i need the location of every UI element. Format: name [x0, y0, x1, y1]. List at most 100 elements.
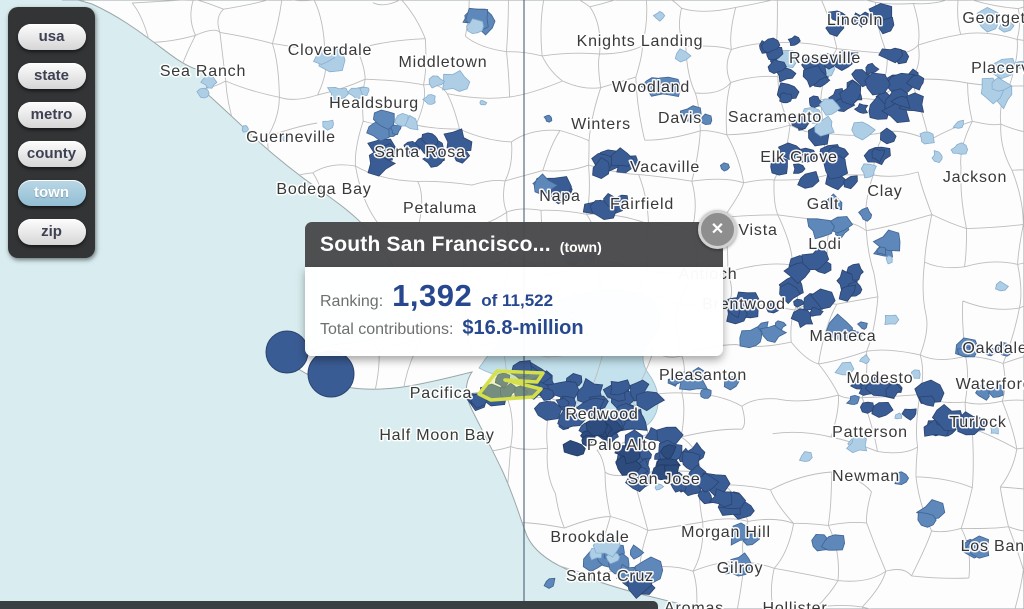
region-blob[interactable] — [860, 163, 877, 179]
region-blob[interactable] — [790, 308, 814, 329]
region-blob[interactable] — [884, 314, 900, 325]
region-blob[interactable] — [858, 207, 873, 222]
region-blob[interactable] — [787, 35, 801, 47]
region-blob[interactable] — [797, 171, 820, 189]
level-button-county[interactable]: county — [17, 141, 86, 167]
region-blob[interactable] — [819, 98, 841, 116]
region-blob[interactable] — [479, 100, 488, 106]
region-blob[interactable] — [885, 380, 903, 399]
region-blob[interactable] — [533, 173, 559, 196]
region-blob[interactable] — [765, 300, 779, 314]
region-blob[interactable] — [802, 65, 828, 88]
region-blob[interactable] — [991, 57, 1017, 80]
region-blob[interactable] — [494, 372, 511, 389]
region-blob[interactable] — [995, 280, 1010, 292]
region-blob[interactable] — [378, 143, 400, 157]
region-blob[interactable] — [692, 472, 720, 493]
region-blob[interactable] — [853, 103, 869, 114]
region-blob[interactable] — [629, 544, 645, 560]
region-blob[interactable] — [894, 412, 903, 420]
region-blob[interactable] — [876, 246, 887, 256]
region-blob[interactable] — [910, 369, 921, 379]
region-blob[interactable] — [808, 95, 823, 109]
region-blob[interactable] — [644, 426, 660, 441]
region-blob[interactable] — [533, 400, 563, 421]
region-blob[interactable] — [708, 488, 733, 508]
region-blob[interactable] — [635, 391, 666, 412]
region-blob[interactable] — [614, 402, 635, 419]
region-blob[interactable] — [844, 329, 856, 341]
region-blob[interactable] — [428, 75, 446, 89]
region-blob[interactable] — [793, 147, 818, 164]
region-blob[interactable] — [871, 148, 886, 163]
region-blob[interactable] — [767, 59, 787, 74]
region-blob[interactable] — [585, 417, 608, 437]
region-blob[interactable] — [856, 321, 868, 330]
region-blob[interactable] — [843, 175, 858, 190]
contribution-regions[interactable] — [196, 3, 1024, 599]
region-blob[interactable] — [865, 62, 880, 76]
region-blob[interactable] — [453, 149, 471, 164]
region-blob[interactable] — [894, 471, 910, 486]
region-blob[interactable] — [775, 67, 797, 83]
region-blob[interactable] — [793, 298, 806, 308]
level-button-state[interactable]: state — [17, 63, 86, 89]
region-blob[interactable] — [851, 121, 876, 141]
region-blob[interactable] — [422, 94, 436, 105]
region-blob[interactable] — [700, 388, 712, 399]
region-blob[interactable] — [701, 113, 713, 126]
region-blob[interactable] — [466, 18, 484, 35]
region-blob[interactable] — [680, 105, 702, 122]
region-blob[interactable] — [996, 341, 1013, 357]
region-blob[interactable] — [917, 511, 937, 528]
region-blob[interactable] — [1013, 60, 1024, 70]
region-blob[interactable] — [965, 535, 990, 559]
coastal-town-region[interactable] — [307, 350, 355, 398]
region-blob[interactable] — [859, 401, 875, 414]
region-blob[interactable] — [600, 441, 613, 451]
region-blob[interactable] — [846, 263, 864, 281]
region-blob[interactable] — [654, 483, 665, 491]
region-blob[interactable] — [739, 326, 763, 349]
region-blob[interactable] — [918, 395, 936, 407]
region-blob[interactable] — [976, 6, 1000, 33]
region-blob[interactable] — [359, 86, 370, 97]
region-blob[interactable] — [858, 353, 870, 365]
region-blob[interactable] — [814, 115, 835, 137]
region-blob[interactable] — [852, 12, 868, 28]
region-blob[interactable] — [823, 193, 843, 211]
region-blob[interactable] — [592, 534, 621, 558]
region-blob[interactable] — [872, 229, 901, 252]
region-blob[interactable] — [669, 375, 684, 385]
region-blob[interactable] — [838, 284, 857, 302]
region-blob[interactable] — [562, 439, 586, 457]
region-blob[interactable] — [822, 155, 849, 180]
region-blob[interactable] — [798, 451, 813, 463]
region-blob[interactable] — [735, 291, 760, 310]
region-blob[interactable] — [952, 119, 964, 129]
region-blob[interactable] — [770, 156, 788, 176]
region-blob[interactable] — [723, 375, 740, 391]
region-blob[interactable] — [931, 403, 963, 432]
region-blob[interactable] — [824, 313, 853, 340]
region-blob[interactable] — [367, 148, 397, 177]
region-blob[interactable] — [730, 522, 752, 546]
region-blob[interactable] — [809, 306, 824, 317]
region-blob[interactable] — [670, 478, 687, 493]
region-blob[interactable] — [196, 87, 210, 99]
region-blob[interactable] — [820, 534, 846, 551]
region-blob[interactable] — [421, 132, 439, 147]
region-blob[interactable] — [779, 92, 793, 104]
region-blob[interactable] — [626, 570, 653, 599]
region-blob[interactable] — [543, 577, 556, 589]
region-blob[interactable] — [540, 387, 555, 401]
region-blob[interactable] — [616, 563, 636, 580]
region-blob[interactable] — [581, 434, 594, 447]
region-blob[interactable] — [919, 131, 935, 145]
region-blob[interactable] — [839, 80, 862, 106]
region-blob[interactable] — [760, 37, 781, 54]
close-icon[interactable]: ✕ — [698, 210, 737, 249]
region-blob[interactable] — [555, 397, 570, 408]
region-blob[interactable] — [845, 394, 860, 405]
region-blob[interactable] — [975, 384, 990, 401]
